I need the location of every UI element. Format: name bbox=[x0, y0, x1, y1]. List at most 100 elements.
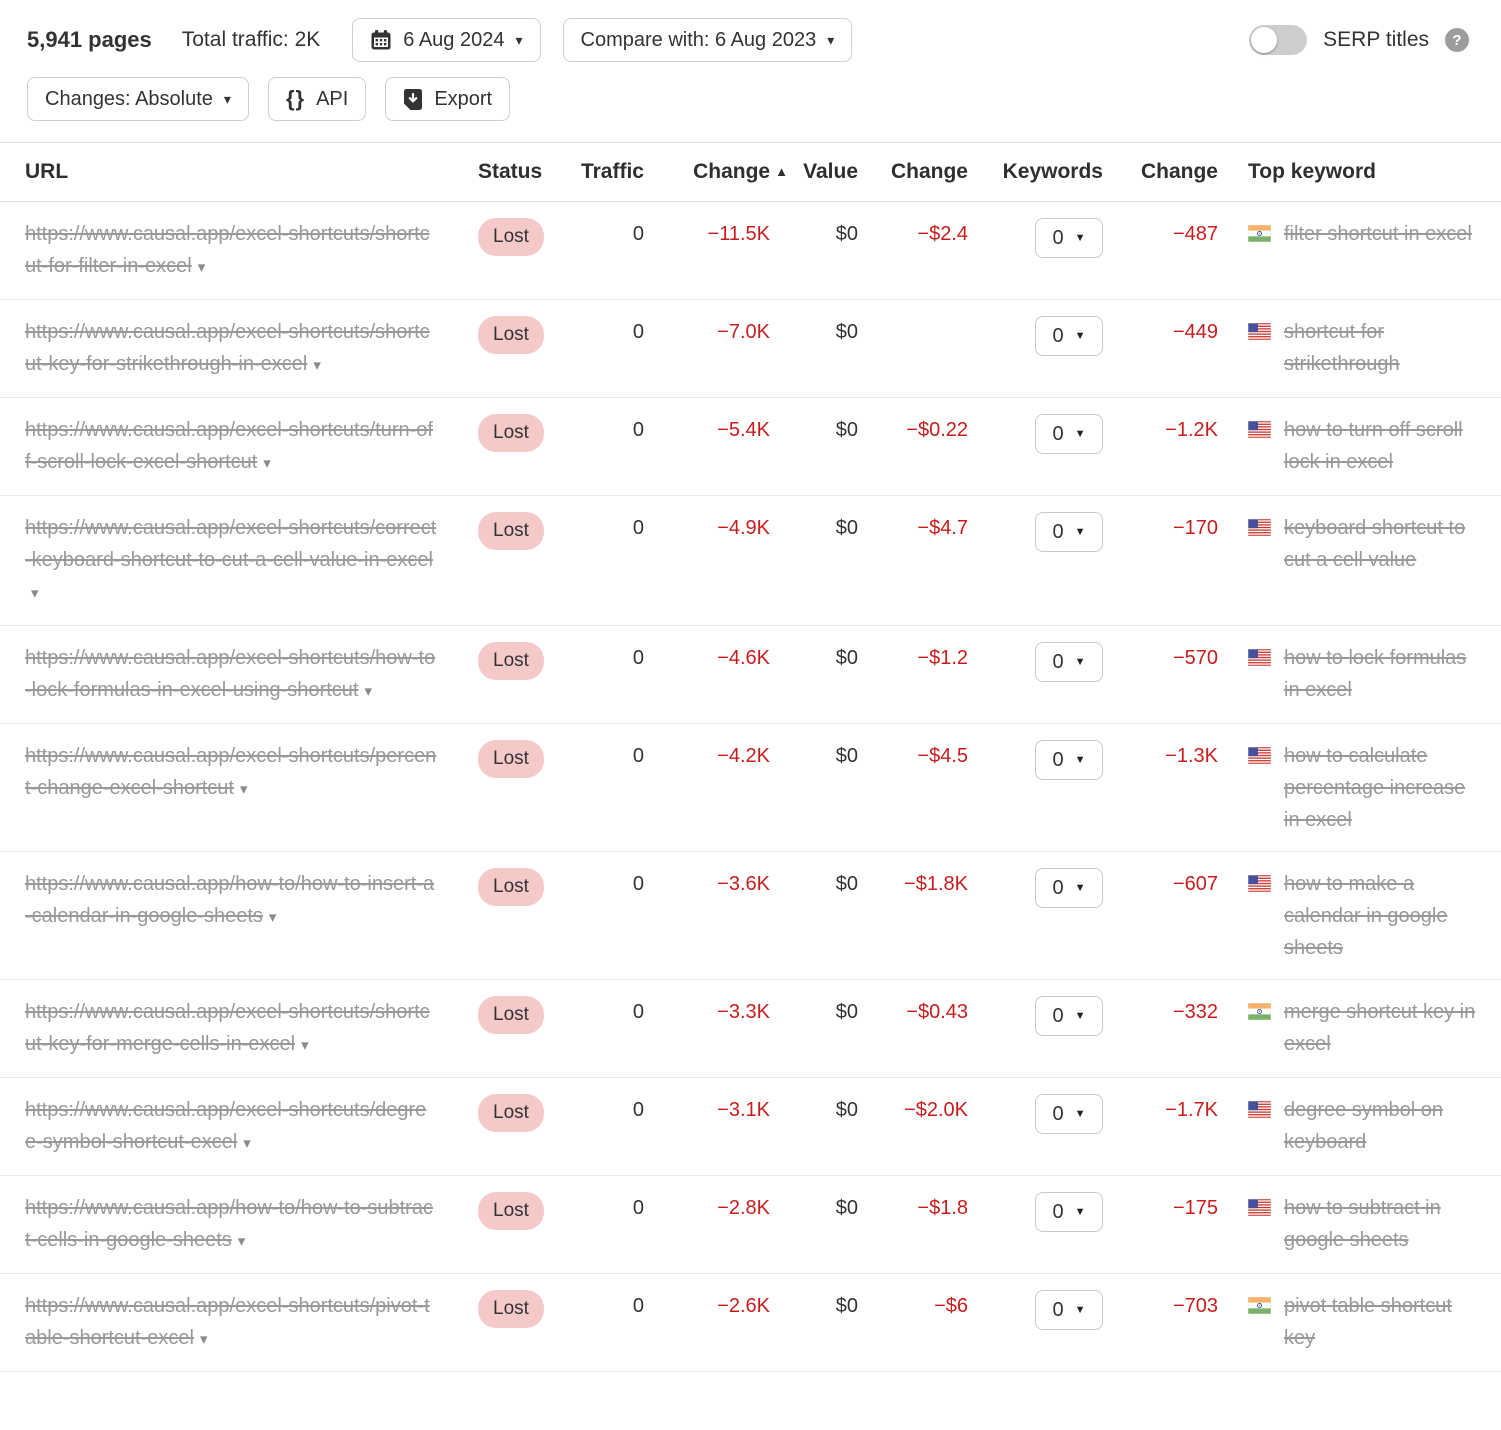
column-header-traffic[interactable]: Traffic bbox=[550, 142, 648, 202]
table-row: https://www.causal.app/excel-shortcuts/p… bbox=[0, 1273, 1501, 1372]
status-badge: Lost bbox=[478, 316, 544, 354]
url-expand-caret-icon[interactable]: ▾ bbox=[197, 259, 206, 276]
traffic-value: 0 bbox=[632, 1295, 644, 1317]
column-header-status[interactable]: Status bbox=[455, 142, 550, 202]
page-url-link[interactable]: https://www.causal.app/excel-shortcuts/p… bbox=[25, 745, 437, 799]
value-amount: $0 bbox=[835, 1197, 858, 1219]
keywords-dropdown[interactable]: 0 ▼ bbox=[1035, 996, 1103, 1036]
calendar-icon bbox=[370, 29, 392, 51]
traffic-change-value: −3.1K bbox=[717, 1099, 770, 1121]
page-url-link[interactable]: https://www.causal.app/excel-shortcuts/s… bbox=[25, 223, 430, 277]
keywords-count: 0 bbox=[1052, 651, 1064, 673]
india-flag-icon bbox=[1247, 1296, 1272, 1315]
keywords-dropdown[interactable]: 0 ▼ bbox=[1035, 1290, 1103, 1330]
chevron-down-icon: ▼ bbox=[1074, 427, 1086, 440]
page-url-link[interactable]: https://www.causal.app/how-to/how-to-sub… bbox=[25, 1197, 433, 1251]
page-url-link[interactable]: https://www.causal.app/how-to/how-to-ins… bbox=[25, 873, 435, 927]
url-expand-caret-icon[interactable]: ▾ bbox=[268, 909, 277, 926]
export-button-label: Export bbox=[434, 87, 493, 110]
column-header-url[interactable]: URL bbox=[0, 142, 455, 202]
url-expand-caret-icon[interactable]: ▾ bbox=[199, 1331, 208, 1348]
column-header-change-keywords[interactable]: Change bbox=[1110, 142, 1222, 202]
value-change-amount: −$2.0K bbox=[904, 1099, 968, 1121]
chevron-down-icon: ▼ bbox=[1074, 1009, 1086, 1022]
help-question-icon[interactable]: ? bbox=[1445, 28, 1469, 52]
chevron-down-icon: ▾ bbox=[515, 32, 523, 48]
page-url-link[interactable]: https://www.causal.app/excel-shortcuts/t… bbox=[25, 419, 433, 473]
url-expand-caret-icon[interactable]: ▾ bbox=[313, 357, 321, 374]
compare-with-button[interactable]: Compare with: 6 Aug 2023 ▾ bbox=[562, 18, 853, 62]
page-url-link[interactable]: https://www.causal.app/excel-shortcuts/d… bbox=[25, 1099, 427, 1153]
export-button[interactable]: Export bbox=[385, 77, 511, 121]
chevron-down-icon: ▼ bbox=[1074, 753, 1086, 766]
value-amount: $0 bbox=[835, 1001, 858, 1023]
keywords-change-value: −1.3K bbox=[1165, 745, 1218, 767]
india-flag-icon bbox=[1247, 224, 1272, 243]
chevron-down-icon: ▼ bbox=[1074, 329, 1086, 342]
keywords-dropdown[interactable]: 0 ▼ bbox=[1035, 316, 1103, 356]
column-header-change-value[interactable]: Change bbox=[862, 142, 972, 202]
page-url-link[interactable]: https://www.causal.app/excel-shortcuts/c… bbox=[25, 517, 437, 571]
status-badge: Lost bbox=[478, 996, 544, 1034]
keywords-count: 0 bbox=[1052, 877, 1064, 899]
table-body: https://www.causal.app/excel-shortcuts/s… bbox=[0, 201, 1501, 1372]
keywords-change-value: −332 bbox=[1172, 1001, 1218, 1023]
page-url-link[interactable]: https://www.causal.app/excel-shortcuts/p… bbox=[25, 1295, 430, 1349]
keywords-dropdown[interactable]: 0 ▼ bbox=[1035, 868, 1103, 908]
page-url-link[interactable]: https://www.causal.app/excel-shortcuts/s… bbox=[25, 1001, 430, 1055]
date-picker-button[interactable]: 6 Aug 2024 ▾ bbox=[352, 18, 541, 62]
url-expand-caret-icon[interactable]: ▾ bbox=[301, 1037, 309, 1054]
keywords-change-value: −1.2K bbox=[1165, 419, 1218, 441]
traffic-change-value: −3.3K bbox=[717, 1001, 770, 1023]
traffic-change-value: −2.8K bbox=[717, 1197, 770, 1219]
chevron-down-icon: ▾ bbox=[827, 32, 835, 48]
url-expand-caret-icon[interactable]: ▾ bbox=[31, 585, 39, 602]
keywords-dropdown[interactable]: 0 ▼ bbox=[1035, 414, 1103, 454]
compare-with-label: Compare with: 6 Aug 2023 bbox=[580, 28, 817, 51]
url-expand-caret-icon[interactable]: ▾ bbox=[364, 683, 372, 700]
table-row: https://www.causal.app/how-to/how-to-ins… bbox=[0, 851, 1501, 980]
keywords-dropdown[interactable]: 0 ▼ bbox=[1035, 740, 1103, 780]
table-row: https://www.causal.app/excel-shortcuts/h… bbox=[0, 625, 1501, 724]
keywords-change-value: −487 bbox=[1172, 223, 1218, 245]
keywords-dropdown[interactable]: 0 ▼ bbox=[1035, 1192, 1103, 1232]
column-header-top-keyword[interactable]: Top keyword bbox=[1222, 142, 1501, 202]
value-amount: $0 bbox=[835, 745, 858, 767]
url-expand-caret-icon[interactable]: ▾ bbox=[263, 455, 271, 472]
keywords-count: 0 bbox=[1052, 1201, 1064, 1223]
page-url-link[interactable]: https://www.causal.app/excel-shortcuts/s… bbox=[25, 321, 430, 375]
keywords-dropdown[interactable]: 0 ▼ bbox=[1035, 1094, 1103, 1134]
page-url-link[interactable]: https://www.causal.app/excel-shortcuts/h… bbox=[25, 647, 436, 701]
india-flag-icon bbox=[1247, 1002, 1272, 1021]
chevron-down-icon: ▼ bbox=[1074, 881, 1086, 894]
keywords-dropdown[interactable]: 0 ▼ bbox=[1035, 512, 1103, 552]
table-row: https://www.causal.app/excel-shortcuts/s… bbox=[0, 299, 1501, 398]
chevron-down-icon: ▼ bbox=[1074, 525, 1086, 538]
api-button[interactable]: {} API bbox=[267, 77, 367, 121]
url-expand-caret-icon[interactable]: ▾ bbox=[237, 1233, 246, 1250]
top-keyword-text: shortcut for strikethrough bbox=[1284, 321, 1400, 375]
keywords-dropdown[interactable]: 0 ▼ bbox=[1035, 642, 1103, 682]
us-flag-icon bbox=[1247, 518, 1272, 537]
traffic-value: 0 bbox=[632, 647, 644, 669]
traffic-change-value: −11.5K bbox=[707, 223, 770, 245]
table-row: https://www.causal.app/excel-shortcuts/s… bbox=[0, 201, 1501, 300]
column-header-value[interactable]: Value bbox=[790, 142, 862, 202]
url-expand-caret-icon[interactable]: ▾ bbox=[239, 781, 248, 798]
status-badge: Lost bbox=[478, 218, 544, 256]
column-header-keywords[interactable]: Keywords bbox=[972, 142, 1110, 202]
column-header-change-sorted[interactable]: Change ▲ bbox=[648, 142, 790, 202]
changes-mode-button[interactable]: Changes: Absolute ▾ bbox=[27, 77, 249, 121]
traffic-value: 0 bbox=[632, 419, 644, 441]
serp-titles-toggle[interactable] bbox=[1249, 25, 1308, 55]
braces-icon: {} bbox=[285, 86, 306, 111]
keywords-count: 0 bbox=[1052, 749, 1064, 771]
table-row: https://www.causal.app/how-to/how-to-sub… bbox=[0, 1175, 1501, 1274]
us-flag-icon bbox=[1247, 1100, 1272, 1119]
top-keyword-text: keyboard shortcut to cut a cell value bbox=[1284, 517, 1466, 571]
keywords-dropdown[interactable]: 0 ▼ bbox=[1035, 218, 1103, 258]
us-flag-icon bbox=[1247, 1198, 1272, 1217]
value-change-amount: −$6 bbox=[934, 1295, 968, 1317]
keywords-count: 0 bbox=[1052, 227, 1064, 249]
url-expand-caret-icon[interactable]: ▾ bbox=[243, 1135, 251, 1152]
